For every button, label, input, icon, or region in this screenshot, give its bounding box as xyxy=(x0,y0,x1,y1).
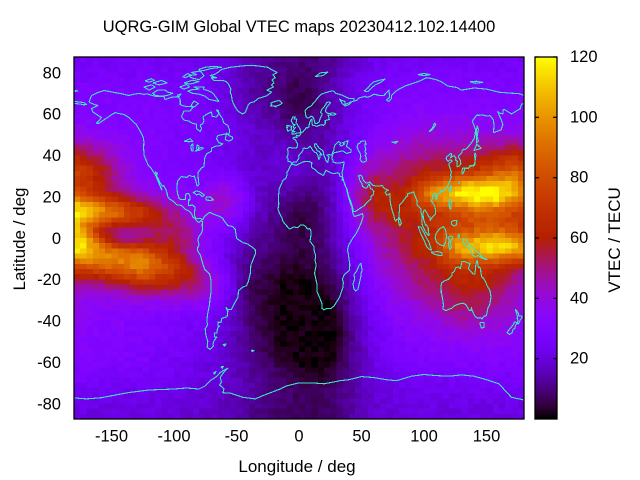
svg-text:-60: -60 xyxy=(37,354,61,372)
svg-text:VTEC / TECU: VTEC / TECU xyxy=(605,187,624,292)
svg-text:40: 40 xyxy=(570,289,588,307)
svg-text:100: 100 xyxy=(410,428,438,446)
svg-text:UQRG-GIM Global VTEC maps 2023: UQRG-GIM Global VTEC maps 20230412.102.1… xyxy=(103,18,496,36)
svg-text:80: 80 xyxy=(43,64,61,82)
svg-text:60: 60 xyxy=(570,229,588,247)
svg-text:-40: -40 xyxy=(37,313,61,331)
svg-text:Latitude / deg: Latitude / deg xyxy=(10,187,29,290)
svg-text:-80: -80 xyxy=(37,395,61,413)
svg-text:-100: -100 xyxy=(157,428,190,446)
svg-text:20: 20 xyxy=(570,350,588,368)
svg-text:0: 0 xyxy=(294,428,303,446)
svg-text:100: 100 xyxy=(570,108,598,126)
svg-text:20: 20 xyxy=(43,188,61,206)
svg-text:-50: -50 xyxy=(225,428,249,446)
svg-text:80: 80 xyxy=(570,169,588,187)
svg-text:50: 50 xyxy=(352,428,370,446)
svg-text:150: 150 xyxy=(473,428,501,446)
svg-text:40: 40 xyxy=(43,147,61,165)
svg-text:-20: -20 xyxy=(37,271,61,289)
svg-text:Longitude / deg: Longitude / deg xyxy=(238,457,355,476)
svg-text:120: 120 xyxy=(570,48,598,66)
svg-text:-150: -150 xyxy=(95,428,128,446)
svg-text:0: 0 xyxy=(52,230,61,248)
svg-text:60: 60 xyxy=(43,106,61,124)
